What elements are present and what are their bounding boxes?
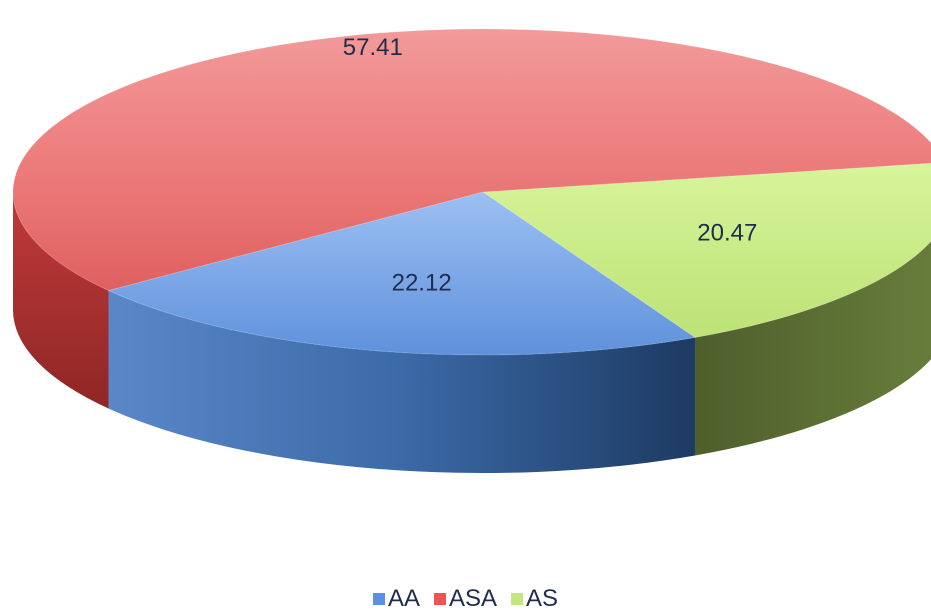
legend-swatch-asa: [433, 593, 446, 605]
legend-label-as: AS: [526, 585, 559, 612]
legend-label-asa: ASA: [448, 585, 498, 612]
slice-side-as: [694, 241, 931, 456]
legend-swatch-aa: [372, 593, 385, 605]
chart-legend: AA ASA AS: [0, 585, 931, 613]
slice-side-aa: [108, 290, 695, 474]
slice-top-aa: [107, 191, 697, 356]
slice-top-as: [481, 162, 931, 339]
slice-top-asa: [12, 28, 931, 292]
legend-item-aa: AA: [372, 585, 420, 613]
legend-item-as: AS: [511, 585, 558, 613]
data-label-as: 20.47: [697, 219, 757, 246]
slice-side-asa: [12, 192, 109, 409]
data-label-asa: 57.41: [343, 34, 403, 61]
legend-swatch-as: [511, 593, 524, 605]
legend-item-asa: ASA: [433, 585, 498, 613]
data-label-aa: 22.12: [392, 269, 452, 296]
legend-label-aa: AA: [387, 585, 420, 612]
